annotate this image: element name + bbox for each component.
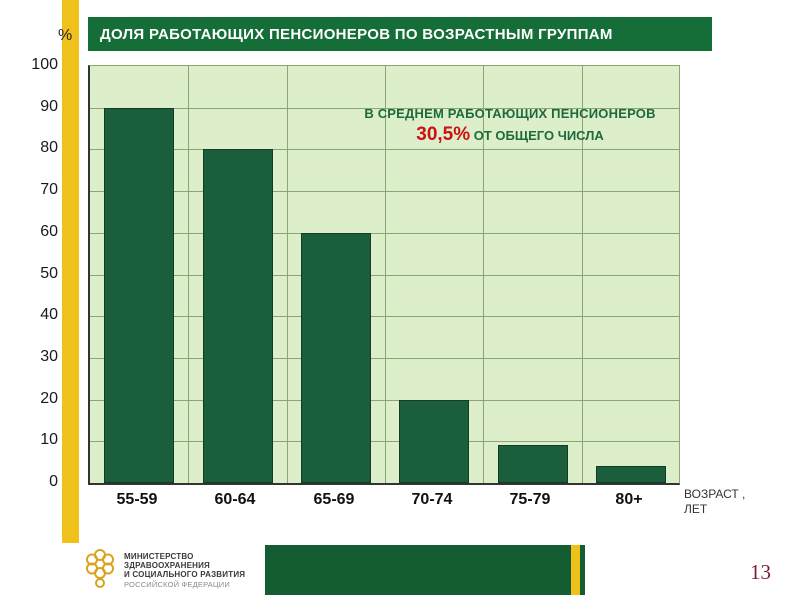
- page-number: 13: [750, 560, 771, 584]
- x-tick-label-70-74: 70-74: [411, 491, 453, 508]
- bar-chart-plot-area: В СРЕДНЕМ РАБОТАЮЩИХ ПЕНСИОНЕРОВ 30,5% О…: [88, 65, 680, 485]
- x-tick-label-65-69: 65-69: [313, 491, 355, 508]
- vertical-gridline: [287, 66, 288, 483]
- x-tick-label-80+: 80+: [615, 491, 643, 508]
- bar-80+: [596, 466, 666, 483]
- ministry-name: МИНИСТЕРСТВО ЗДРАВООХРАНЕНИЯ И СОЦИАЛЬНО…: [124, 552, 245, 589]
- ministry-name-line2: ЗДРАВООХРАНЕНИЯ: [124, 561, 210, 570]
- y-axis-unit-label: %: [58, 27, 73, 44]
- horizontal-gridline: [90, 357, 679, 359]
- vertical-gridline: [385, 66, 386, 483]
- x-tick-label-55-59: 55-59: [116, 491, 158, 508]
- ministry-emblem-icon: [82, 546, 118, 595]
- horizontal-gridline: [90, 316, 679, 318]
- x-axis-title: ВОЗРАСТ , ЛЕТ: [684, 487, 794, 517]
- footer-accent-stripe: [571, 545, 580, 595]
- x-tick-label-75-79: 75-79: [509, 491, 551, 508]
- bar-70-74: [399, 400, 469, 483]
- annotation-line1: В СРЕДНЕМ РАБОТАЮЩИХ ПЕНСИОНЕРОВ: [364, 106, 656, 121]
- annotation-highlight-value: 30,5%: [416, 124, 471, 145]
- bar-55-59: [104, 108, 174, 483]
- bar-75-79: [498, 445, 568, 483]
- y-tick-label-10: 10: [40, 431, 58, 448]
- ministry-name-line4: РОССИЙСКОЙ ФЕДЕРАЦИИ: [124, 580, 230, 589]
- vertical-gridline: [188, 66, 189, 483]
- vertical-gridline: [483, 66, 484, 483]
- horizontal-gridline: [90, 107, 679, 109]
- annotation-line2-rest: ОТ ОБЩЕГО ЧИСЛА: [470, 128, 604, 143]
- horizontal-gridline: [90, 232, 679, 234]
- x-tick-label-60-64: 60-64: [214, 491, 256, 508]
- y-tick-label-100: 100: [31, 56, 58, 73]
- footer-green-bar: [265, 545, 585, 595]
- x-axis-title-line2: ЛЕТ: [684, 502, 708, 516]
- horizontal-gridline: [90, 441, 679, 443]
- y-tick-label-70: 70: [40, 181, 58, 198]
- ministry-name-line1: МИНИСТЕРСТВО: [124, 552, 194, 561]
- y-tick-label-60: 60: [40, 223, 58, 240]
- vertical-gridline: [582, 66, 583, 483]
- y-tick-label-20: 20: [40, 390, 58, 407]
- y-tick-label-30: 30: [40, 348, 58, 365]
- left-accent-stripe: [62, 0, 79, 543]
- horizontal-gridline: [90, 399, 679, 401]
- y-tick-label-40: 40: [40, 306, 58, 323]
- chart-title-bar: ДОЛЯ РАБОТАЮЩИХ ПЕНСИОНЕРОВ ПО ВОЗРАСТНЫ…: [88, 17, 712, 51]
- chart-annotation: В СРЕДНЕМ РАБОТАЮЩИХ ПЕНСИОНЕРОВ 30,5% О…: [345, 106, 675, 146]
- y-tick-label-0: 0: [49, 473, 58, 490]
- horizontal-gridline: [90, 191, 679, 193]
- ministry-logo: МИНИСТЕРСТВО ЗДРАВООХРАНЕНИЯ И СОЦИАЛЬНО…: [82, 546, 245, 595]
- x-axis-title-line1: ВОЗРАСТ ,: [684, 487, 746, 501]
- bar-60-64: [203, 149, 273, 483]
- bar-65-69: [301, 233, 371, 483]
- y-tick-label-80: 80: [40, 139, 58, 156]
- y-tick-label-50: 50: [40, 265, 58, 282]
- y-tick-label-90: 90: [40, 98, 58, 115]
- chart-title: ДОЛЯ РАБОТАЮЩИХ ПЕНСИОНЕРОВ ПО ВОЗРАСТНЫ…: [100, 25, 613, 43]
- ministry-name-line3: И СОЦИАЛЬНОГО РАЗВИТИЯ: [124, 570, 246, 579]
- x-axis-labels: 55-59 60-64 65-69 70-74 75-79 80+: [88, 491, 680, 515]
- y-axis-tick-labels: 0 10 20 30 40 50 60 70 80 90 100: [0, 0, 60, 600]
- horizontal-gridline: [90, 149, 679, 151]
- horizontal-gridline: [90, 274, 679, 276]
- annotation-line2: 30,5% ОТ ОБЩЕГО ЧИСЛА: [345, 124, 675, 146]
